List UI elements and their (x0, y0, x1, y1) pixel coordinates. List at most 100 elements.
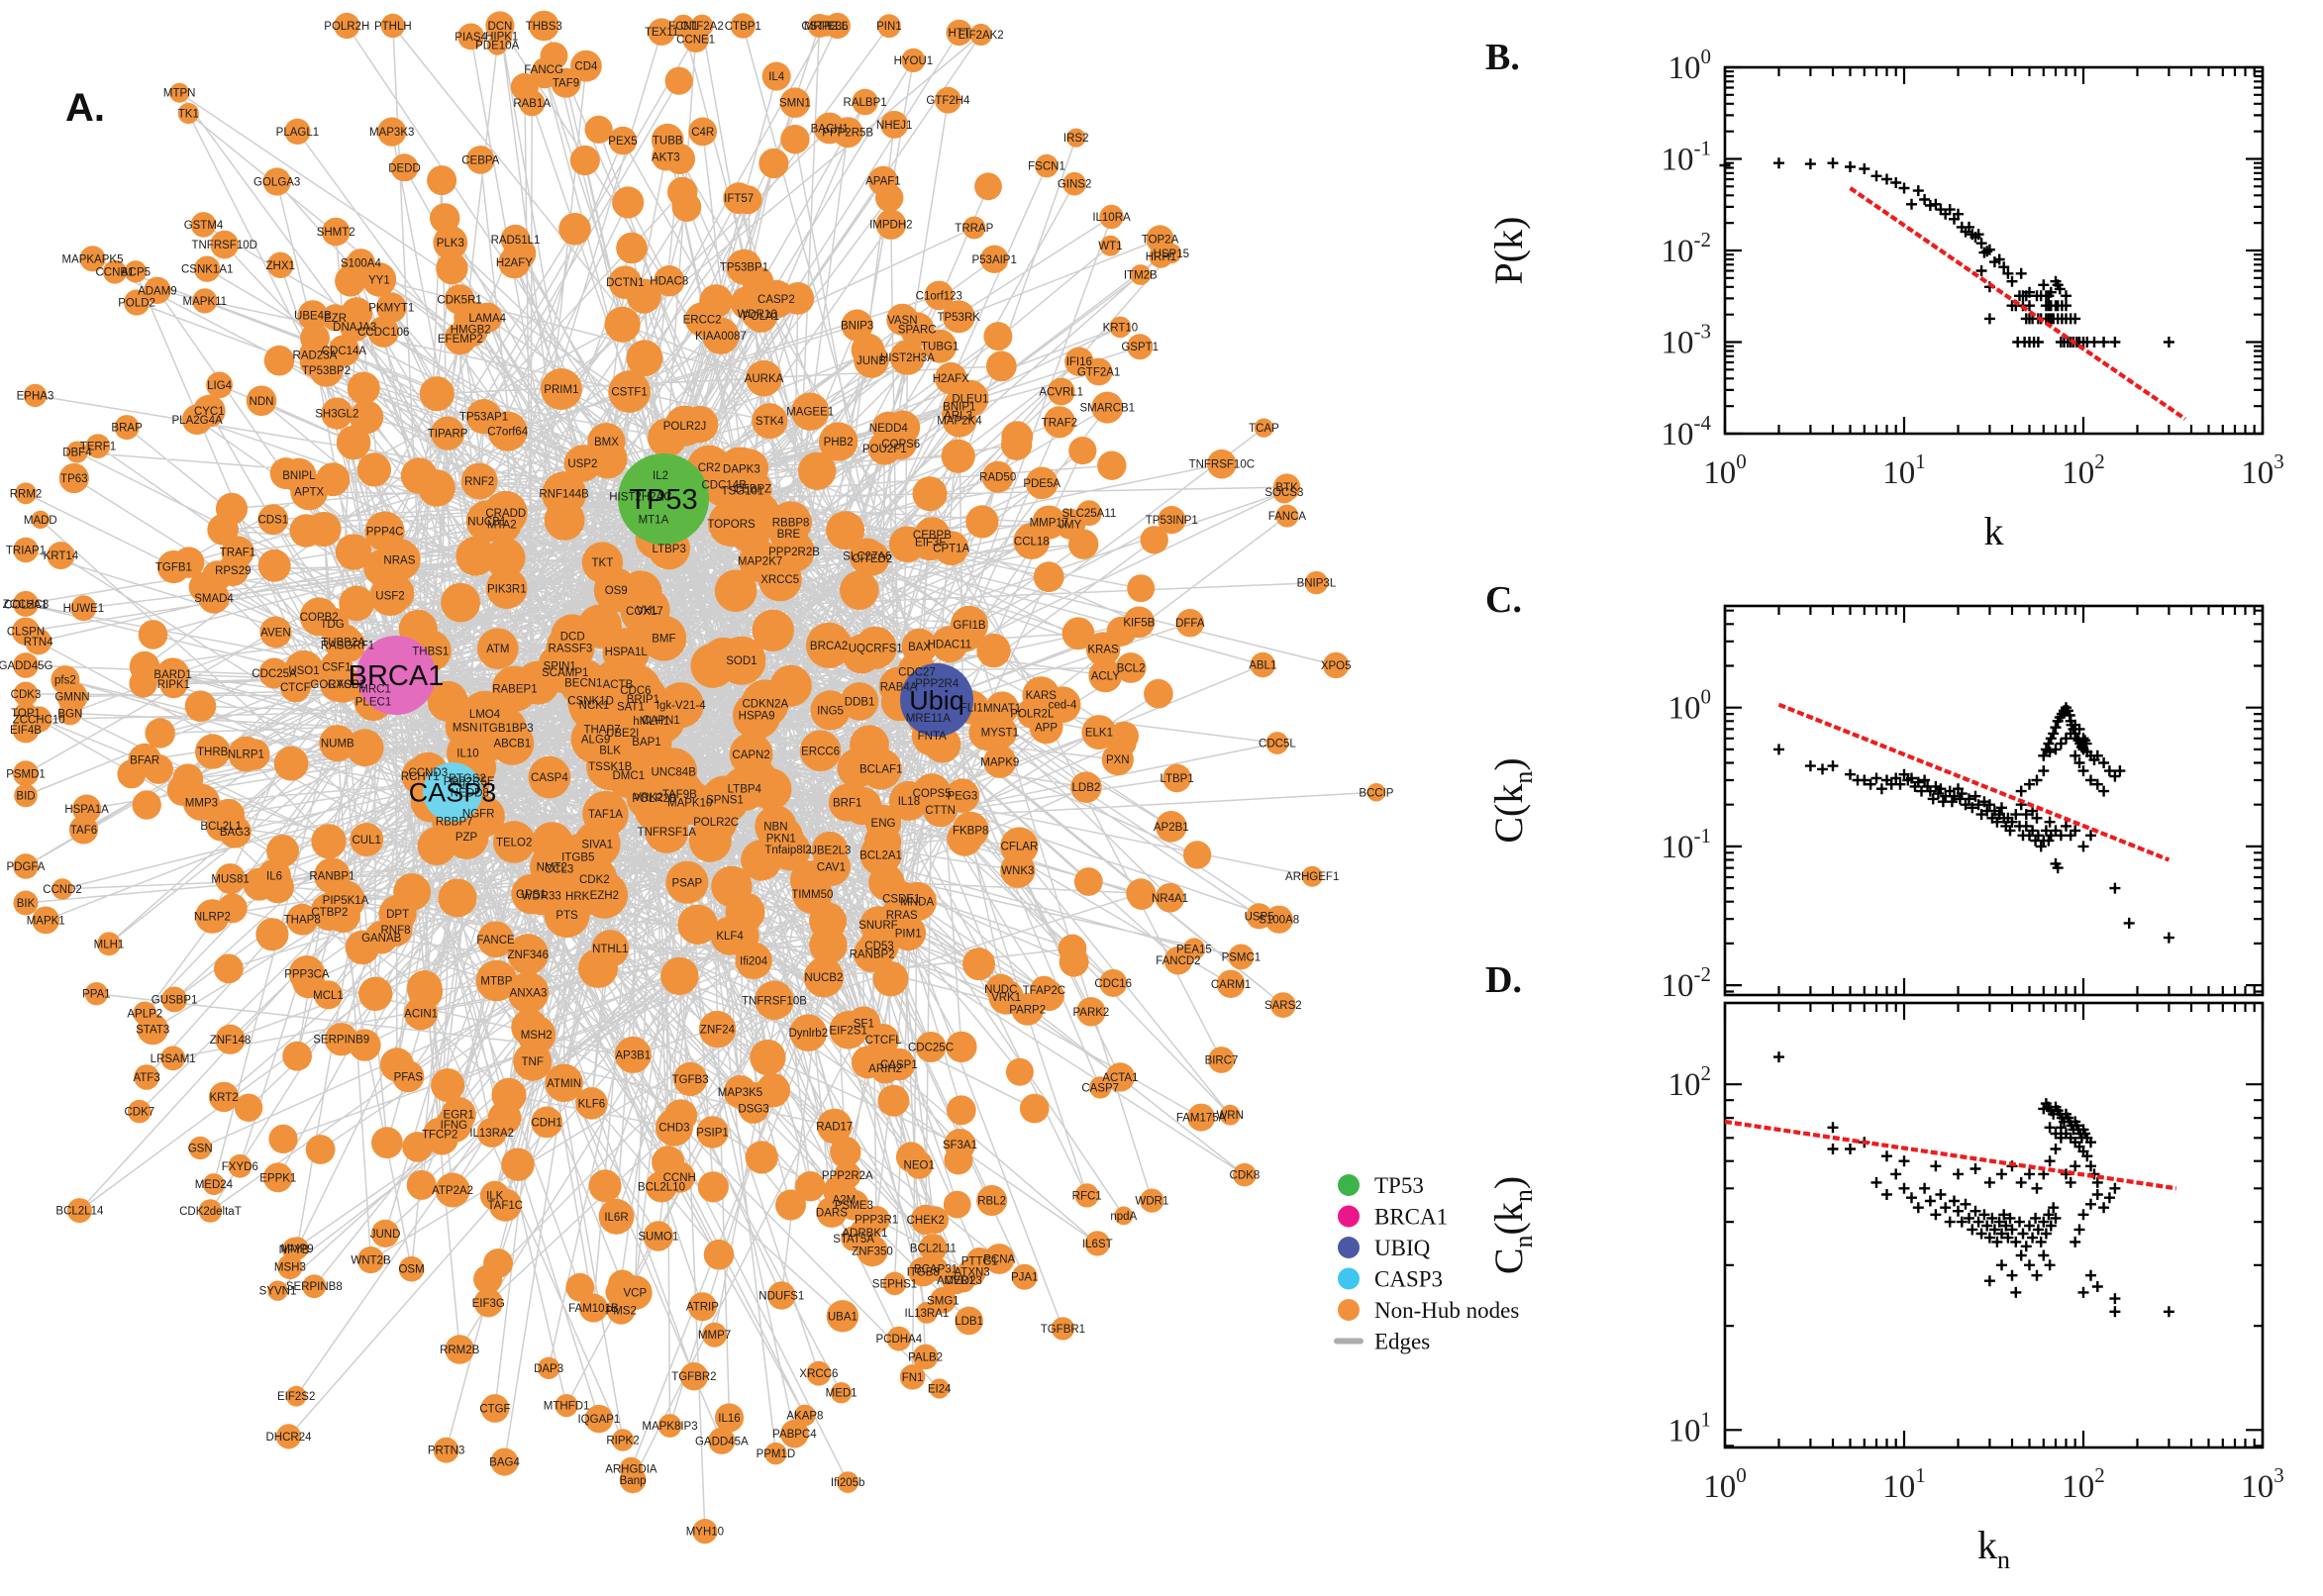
network-node (1158, 505, 1186, 535)
network-node-label: KRT10 (1103, 322, 1139, 334)
scatter-points (1719, 157, 2174, 348)
network-node (1114, 1206, 1134, 1226)
tick-label: 101 (1882, 1463, 1926, 1505)
scatter-points (1773, 702, 2174, 944)
network-node-label: APLP2 (127, 1008, 162, 1020)
network-node-label: NR4A1 (1152, 893, 1188, 905)
network-node (275, 1424, 302, 1449)
network-node (555, 872, 601, 920)
scatter-points (1773, 1051, 2174, 1318)
network-node (985, 350, 1017, 382)
network-node (1366, 783, 1386, 802)
network-node (393, 873, 432, 911)
network-node (305, 1135, 336, 1164)
network-node-label: ATXN3 (954, 1267, 989, 1279)
network-node-label: ITGB8 (907, 1267, 940, 1279)
network-node-label: CDC25C (908, 1043, 954, 1054)
network-node-label: PPM1D (757, 1448, 796, 1460)
network-node-label: DAP3 (534, 1363, 563, 1375)
network-node-label: RALBP1 (844, 97, 887, 109)
network-node (173, 547, 205, 578)
network-node-label: IL13RA2 (469, 1128, 514, 1140)
network-node-label: TNFRSF10D (191, 240, 256, 251)
network-node (1208, 1047, 1235, 1073)
network-node (268, 1124, 298, 1153)
network-node-label: ELL (828, 21, 849, 33)
network-node (84, 982, 109, 1006)
network-node (608, 370, 651, 413)
network-node (336, 425, 371, 460)
network-node (948, 617, 983, 652)
network-node (919, 1234, 948, 1262)
network-node-label: CSF1 (322, 662, 351, 674)
network-node-label: RRM2B (440, 1345, 480, 1356)
network-node-label: IL6ST (1082, 1239, 1113, 1250)
network-node-label: MSH2 (521, 1030, 553, 1042)
network-node-label: RTN4 (24, 637, 53, 648)
network-node (57, 701, 82, 726)
network-node (537, 1356, 560, 1380)
network-node (433, 225, 468, 260)
network-node (285, 1237, 309, 1260)
network-node-label: UBA1 (828, 1311, 858, 1323)
network-node (888, 526, 926, 562)
network-node-label: TSSK1B (588, 761, 632, 773)
network-node (565, 1272, 595, 1302)
network-node-label: CSNK1A1 (181, 264, 233, 276)
network-node (851, 333, 885, 367)
network-node-label: CTCF (280, 682, 311, 694)
network-node-label: PSIP1 (696, 1128, 729, 1140)
network-node (1043, 406, 1075, 439)
network-node-label: CYCS (328, 679, 359, 691)
network-node-label: UNC84B (652, 766, 697, 778)
network-node (677, 904, 718, 945)
tick-label: 100 (1703, 1463, 1747, 1505)
network-node-label: PDE5A (1023, 478, 1060, 490)
network-node-label: RAD51L1 (491, 235, 541, 247)
network-node (215, 1024, 246, 1054)
network-node-label: ZNF24 (700, 1025, 736, 1037)
axis-ticks (1723, 65, 2265, 436)
x-axis-title: k (1984, 509, 2004, 553)
network-node (234, 1093, 263, 1123)
network-node (159, 670, 188, 699)
network-node (758, 148, 789, 179)
network-node-label: NTHL1 (592, 944, 628, 955)
network-node-label: PMS2 (606, 1305, 637, 1317)
network-node (1073, 867, 1103, 896)
network-node-label: FANCG (524, 64, 563, 76)
network-node (467, 719, 510, 761)
network-node (12, 716, 40, 744)
network-node (321, 217, 351, 247)
network-node-label: SMARCB1 (1079, 403, 1135, 415)
network-node (830, 1382, 853, 1404)
network-node-label: CLSPN (7, 627, 45, 639)
network-node (292, 965, 325, 999)
network-node-label: ABCB1 (493, 739, 531, 750)
network-node (1323, 651, 1350, 679)
network-node-label: HRK (565, 891, 590, 903)
network-node-label: UQCRFS1 (849, 643, 903, 654)
network-node-label: KIF5B (1123, 617, 1155, 629)
network-node (1033, 561, 1064, 593)
y-axis-title: C(kn​) (1486, 757, 1538, 843)
network-node-label: IL10 (456, 748, 478, 759)
network-node-label: XPO5 (1321, 660, 1352, 672)
network-node (923, 792, 958, 828)
network-node-label: MTA2 (487, 519, 517, 531)
network-node-label: POLA1 (743, 311, 779, 323)
network-node-label: SERPINB9 (313, 1035, 369, 1047)
network-node (215, 492, 249, 525)
panel-a-network: MAGEE1 DHCR24 CDC14A ARL3 Banp TAF9B tag2 npdA A… (0, 10, 1394, 1545)
network-node-label: BGN (57, 708, 82, 720)
network-node (124, 289, 151, 316)
network-node-label: RNF8 (380, 925, 410, 937)
network-node (740, 492, 780, 533)
network-node (868, 864, 905, 901)
network-node (13, 652, 39, 678)
network-node-label: NMT2 (537, 862, 567, 874)
network-node-label: NFYB (279, 1245, 310, 1256)
network-node-label: BCL2A1 (859, 849, 902, 861)
network-node (901, 48, 926, 72)
network-node-label: TRAF2 (1042, 417, 1077, 429)
